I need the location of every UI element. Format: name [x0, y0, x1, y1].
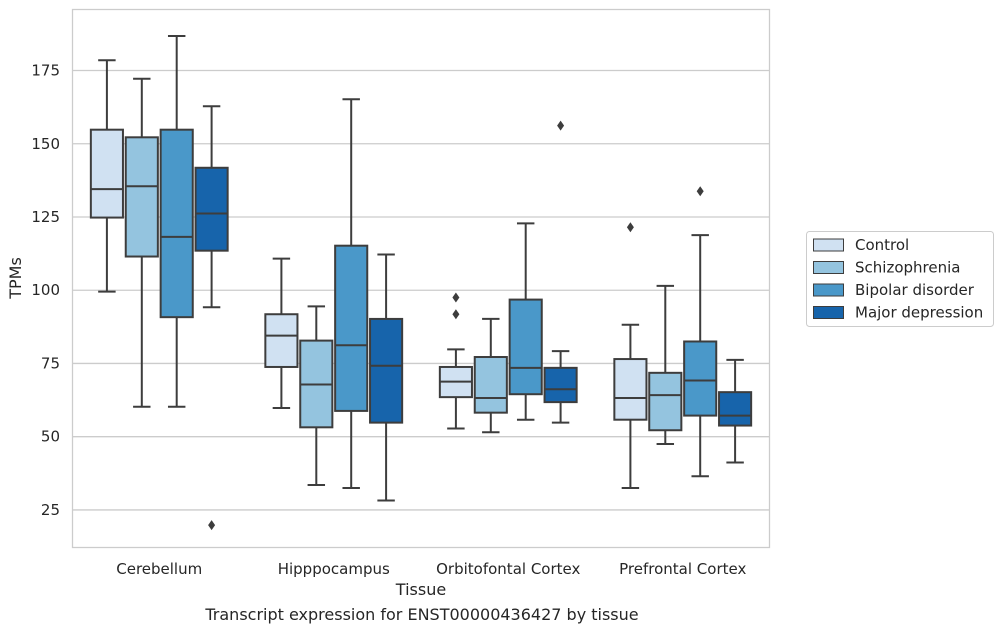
outlier-point — [557, 120, 565, 131]
outlier-point — [626, 222, 634, 233]
box-iqr — [613, 358, 648, 421]
box-iqr — [264, 313, 299, 368]
outlier-point — [208, 520, 216, 531]
y-tick-layer: 25 50 75 100 125 150 175 — [31, 62, 60, 519]
legend: Control Schizophrenia Bipolar disorder Majo… — [806, 231, 994, 327]
box-layer — [89, 34, 753, 531]
legend-swatch — [813, 238, 844, 252]
y-tick-label: 75 — [41, 354, 60, 372]
box-iqr — [543, 366, 578, 404]
y-tick-label: 50 — [41, 428, 60, 446]
x-tick-label: Cerebellum — [116, 560, 202, 578]
box-control — [264, 257, 299, 409]
outlier-point — [452, 292, 460, 303]
box-control — [89, 59, 124, 293]
y-axis-label: TPMs — [6, 257, 25, 300]
box-iqr — [508, 298, 543, 396]
y-tick-label: 150 — [31, 135, 60, 153]
box-iqr — [473, 356, 508, 414]
box-bipolar-disorder — [334, 98, 369, 489]
box-major-depression — [194, 105, 229, 531]
box-iqr — [159, 128, 194, 319]
x-tick-label: Orbitofontal Cortex — [436, 560, 580, 578]
x-tick-layer: Cerebellum Hipppocampus Orbitofontal Corte… — [116, 560, 746, 578]
box-bipolar-disorder — [683, 186, 718, 478]
x-tick-label: Prefrontal Cortex — [619, 560, 746, 578]
y-tick-label: 125 — [31, 208, 60, 226]
legend-frame — [806, 231, 994, 327]
box-bipolar-disorder — [159, 34, 194, 408]
box-iqr — [124, 136, 159, 258]
legend-label: Control — [855, 236, 909, 254]
legend-swatch — [813, 306, 844, 319]
legend-label: Bipolar disorder — [855, 281, 975, 299]
box-schizophrenia — [648, 284, 683, 446]
outlier-point — [696, 186, 704, 197]
box-schizophrenia — [473, 317, 508, 434]
box-iqr — [334, 244, 369, 412]
y-tick-label: 175 — [31, 62, 60, 80]
x-axis-label: Tissue — [395, 580, 446, 599]
legend-swatch — [813, 283, 844, 297]
x-tick-label: Hipppocampus — [278, 560, 390, 578]
box-schizophrenia — [299, 305, 334, 487]
box-iqr — [648, 371, 683, 432]
plot-frame — [71, 8, 771, 549]
box-major-depression — [543, 120, 578, 424]
chart-caption: Transcript expression for ENST0000043642… — [205, 605, 639, 624]
box-iqr — [89, 128, 124, 219]
box-iqr — [369, 317, 404, 424]
legend-items: Control Schizophrenia Bipolar disorder Majo… — [813, 236, 983, 322]
box-schizophrenia — [124, 77, 159, 408]
box-control — [438, 292, 473, 430]
box-iqr — [718, 391, 753, 427]
box-control — [613, 222, 648, 489]
box-bipolar-disorder — [508, 222, 543, 421]
legend-swatch — [813, 261, 844, 274]
legend-label: Schizophrenia — [855, 259, 960, 277]
y-tick-label: 100 — [31, 281, 60, 299]
legend-label: Major depression — [855, 304, 983, 322]
outlier-point — [452, 309, 460, 320]
box-iqr — [683, 340, 718, 417]
y-tick-label: 25 — [41, 501, 60, 519]
box-major-depression — [718, 358, 753, 464]
box-iqr — [194, 166, 229, 252]
box-major-depression — [369, 253, 404, 502]
